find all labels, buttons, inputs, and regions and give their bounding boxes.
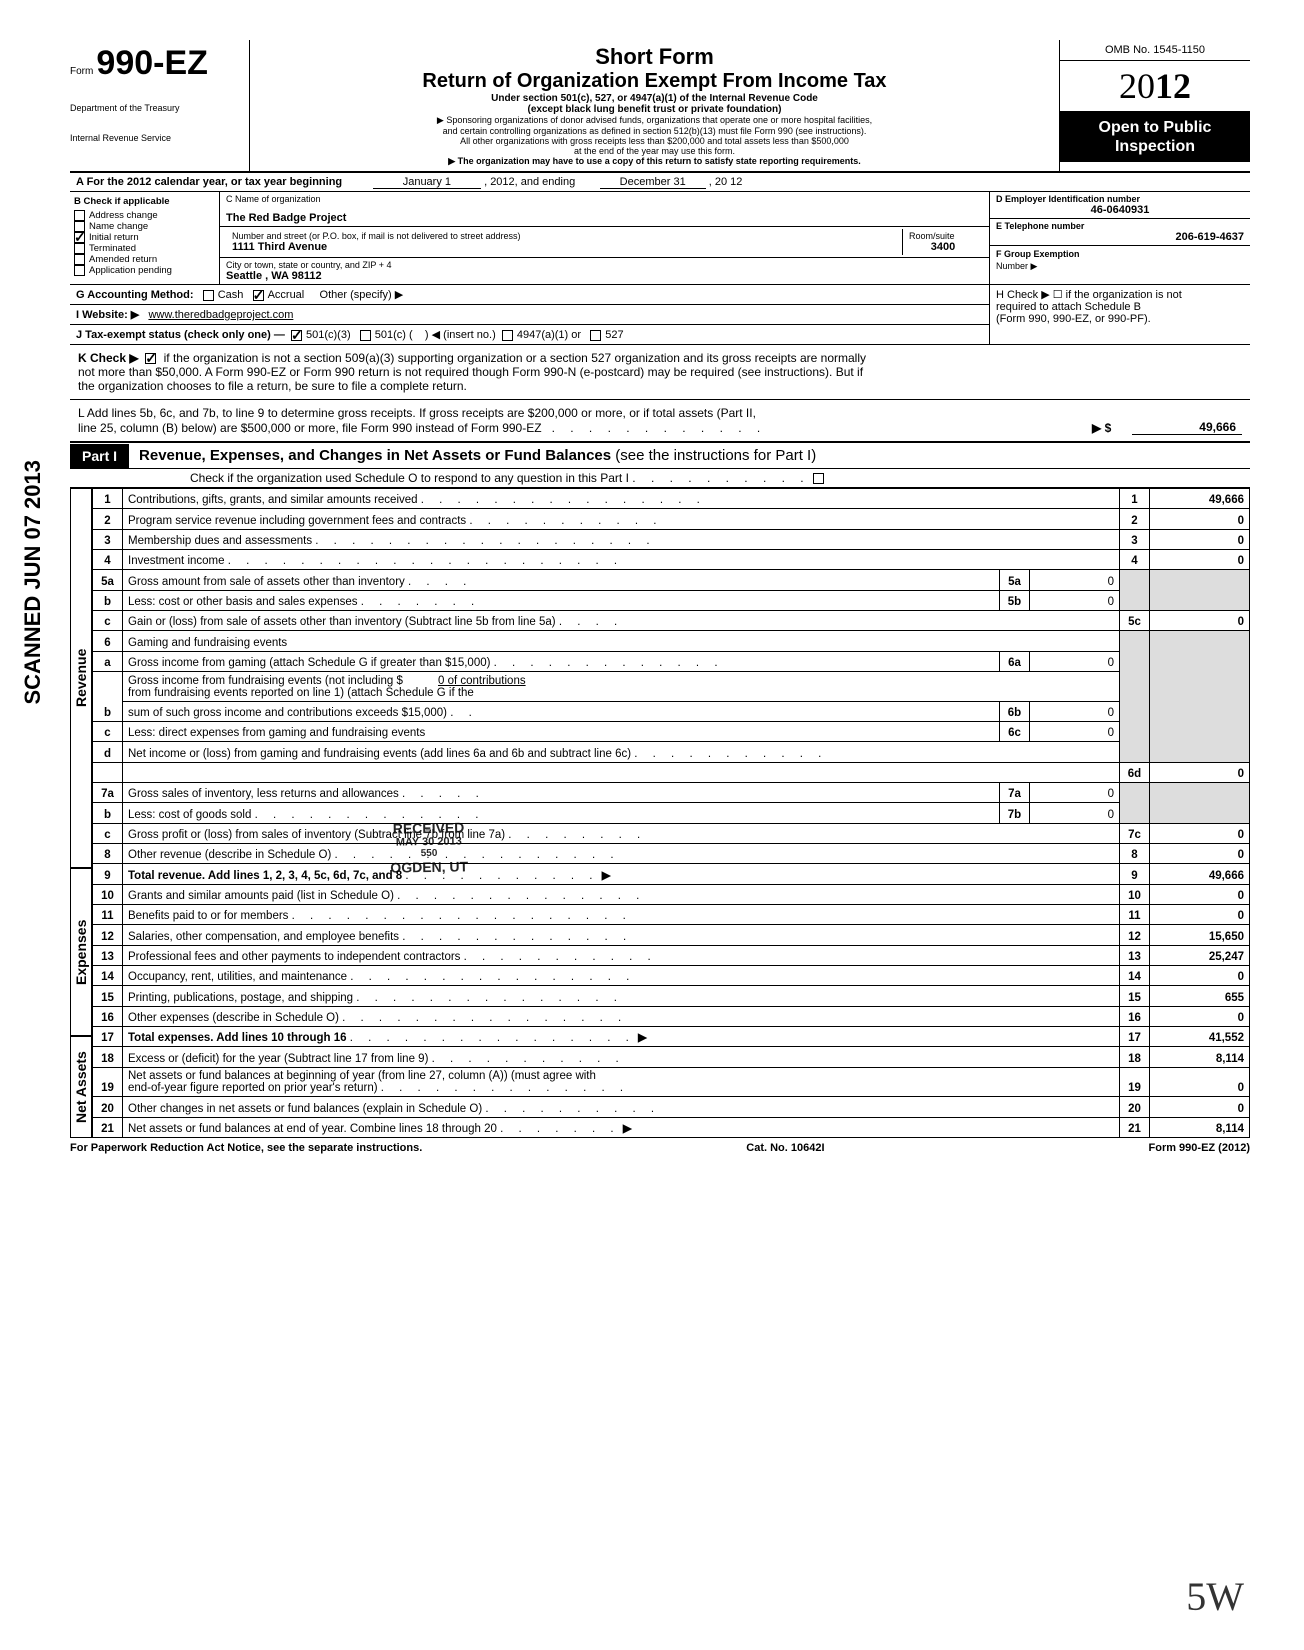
sponsor-text-1: ▶ Sponsoring organizations of donor advi…	[260, 115, 1049, 126]
line-17-value: 41,552	[1150, 1027, 1250, 1047]
check-527[interactable]	[590, 330, 601, 341]
dept-treasury: Department of the Treasury	[70, 103, 241, 113]
check-cash[interactable]	[203, 290, 214, 301]
open-to-public: Open to PublicInspection	[1060, 112, 1250, 162]
line-18-value: 8,114	[1150, 1047, 1250, 1067]
footer-form-ref: Form 990-EZ (2012)	[1149, 1142, 1250, 1154]
check-accrual[interactable]	[253, 290, 264, 301]
city-state-zip: Seattle , WA 98112	[226, 270, 983, 282]
part-i-table: 1Contributions, gifts, grants, and simil…	[92, 488, 1250, 1138]
row-g-accounting: G Accounting Method: Cash Accrual Other …	[70, 285, 989, 305]
line-7a-value: 0	[1030, 782, 1120, 802]
line-7b-value: 0	[1030, 803, 1120, 823]
form-990ez: Form 990-EZ Department of the Treasury I…	[70, 40, 1250, 1158]
line-13-value: 25,247	[1150, 945, 1250, 965]
title-return: Return of Organization Exempt From Incom…	[260, 70, 1049, 93]
received-stamp-vertical: SCANNED JUN 07 2013	[20, 460, 46, 705]
title-short-form: Short Form	[260, 44, 1049, 70]
line-6a-value: 0	[1030, 651, 1120, 671]
tax-year: 2012	[1060, 61, 1250, 112]
line-5a-value: 0	[1030, 570, 1120, 590]
row-a-tax-year: A For the 2012 calendar year, or tax yea…	[70, 173, 1250, 192]
check-terminated[interactable]	[74, 243, 85, 254]
subtitle-section: Under section 501(c), 527, or 4947(a)(1)…	[260, 93, 1049, 104]
line-19-value: 0	[1150, 1067, 1250, 1097]
side-label-expenses: Expenses	[70, 868, 92, 1036]
side-label-netassets: Net Assets	[70, 1036, 92, 1138]
line-20-value: 0	[1150, 1097, 1250, 1117]
line-8-value: 0	[1150, 844, 1250, 864]
label-ein: D Employer Identification number	[996, 194, 1244, 204]
line-6c-value: 0	[1030, 721, 1120, 741]
check-k[interactable]	[145, 353, 156, 364]
line-9-value: 49,666	[1150, 864, 1250, 884]
line-3-value: 0	[1150, 529, 1250, 549]
label-room: Room/suite	[909, 231, 977, 241]
form-prefix: Form	[70, 66, 93, 77]
ein: 46-0640931	[996, 204, 1244, 216]
form-header: Form 990-EZ Department of the Treasury I…	[70, 40, 1250, 173]
check-501c3[interactable]	[291, 330, 302, 341]
check-initial-return[interactable]	[74, 232, 85, 243]
part-i-schedule-o-check: Check if the organization used Schedule …	[70, 469, 1250, 488]
line-2-value: 0	[1150, 509, 1250, 529]
footer-catalog: Cat. No. 10642I	[746, 1142, 824, 1154]
line-4-value: 0	[1150, 550, 1250, 570]
label-city: City or town, state or country, and ZIP …	[226, 260, 983, 270]
col-b-checkboxes: B Check if applicable Address change Nam…	[70, 192, 220, 284]
check-app-pending[interactable]	[74, 265, 85, 276]
check-501c[interactable]	[360, 330, 371, 341]
gross-receipts: 49,666	[1132, 420, 1242, 435]
line-5b-value: 0	[1030, 590, 1120, 610]
subtitle-except: (except black lung benefit trust or priv…	[260, 104, 1049, 115]
row-k: K Check ▶ if the organization is not a s…	[70, 345, 1250, 400]
handwritten-mark: 5W	[1186, 1573, 1244, 1620]
line-11-value: 0	[1150, 905, 1250, 925]
check-4947[interactable]	[502, 330, 513, 341]
telephone: 206-619-4637	[996, 231, 1244, 243]
sponsor-text-4: at the end of the year may use this form…	[260, 146, 1049, 156]
footer-notice: For Paperwork Reduction Act Notice, see …	[70, 1142, 422, 1154]
part-i-header: Part I Revenue, Expenses, and Changes in…	[70, 443, 1250, 469]
room-suite: 3400	[909, 241, 977, 253]
year-begin: January 1	[373, 176, 481, 189]
check-schedule-o[interactable]	[813, 473, 824, 484]
dept-irs: Internal Revenue Service	[70, 133, 241, 143]
row-i-website: I Website: ▶ www.theredbadgeproject.com	[70, 305, 989, 325]
info-block: B Check if applicable Address change Nam…	[70, 192, 1250, 285]
row-h-schedule-b: H Check ▶ ☐ if the organization is not r…	[990, 285, 1250, 344]
label-group-exemption: F Group Exemption	[996, 249, 1080, 259]
line-1-value: 49,666	[1150, 489, 1250, 509]
line-5c-value: 0	[1150, 611, 1250, 631]
line-7c-value: 0	[1150, 823, 1250, 843]
check-amended[interactable]	[74, 254, 85, 265]
form-footer: For Paperwork Reduction Act Notice, see …	[70, 1138, 1250, 1158]
row-j-tax-status: J Tax-exempt status (check only one) — 5…	[70, 325, 989, 344]
label-telephone: E Telephone number	[996, 221, 1244, 231]
side-label-revenue: Revenue	[70, 488, 92, 868]
website-url: www.theredbadgeproject.com	[148, 309, 293, 321]
address: 1111 Third Avenue	[232, 241, 896, 253]
line-12-value: 15,650	[1150, 925, 1250, 945]
sponsor-text-2: and certain controlling organizations as…	[260, 126, 1049, 136]
line-6b-value: 0	[1030, 701, 1120, 721]
year-end: , 20 12	[709, 176, 743, 188]
sponsor-text-5: ▶ The organization may have to use a cop…	[260, 156, 1049, 167]
row-l: L Add lines 5b, 6c, and 7b, to line 9 to…	[70, 400, 1250, 443]
sponsor-text-3: All other organizations with gross recei…	[260, 136, 1049, 146]
line-21-value: 8,114	[1150, 1117, 1250, 1137]
label-address: Number and street (or P.O. box, if mail …	[232, 231, 896, 241]
line-14-value: 0	[1150, 966, 1250, 986]
label-org-name: C Name of organization	[226, 194, 983, 204]
line-6d-value: 0	[1150, 762, 1250, 782]
year-end-month: December 31	[600, 176, 706, 189]
line-10-value: 0	[1150, 884, 1250, 904]
omb-number: OMB No. 1545-1150	[1060, 40, 1250, 61]
check-address-change[interactable]	[74, 210, 85, 221]
line-15-value: 655	[1150, 986, 1250, 1006]
org-name: The Red Badge Project	[226, 212, 983, 224]
line-16-value: 0	[1150, 1006, 1250, 1026]
form-number: 990-EZ	[96, 44, 208, 82]
